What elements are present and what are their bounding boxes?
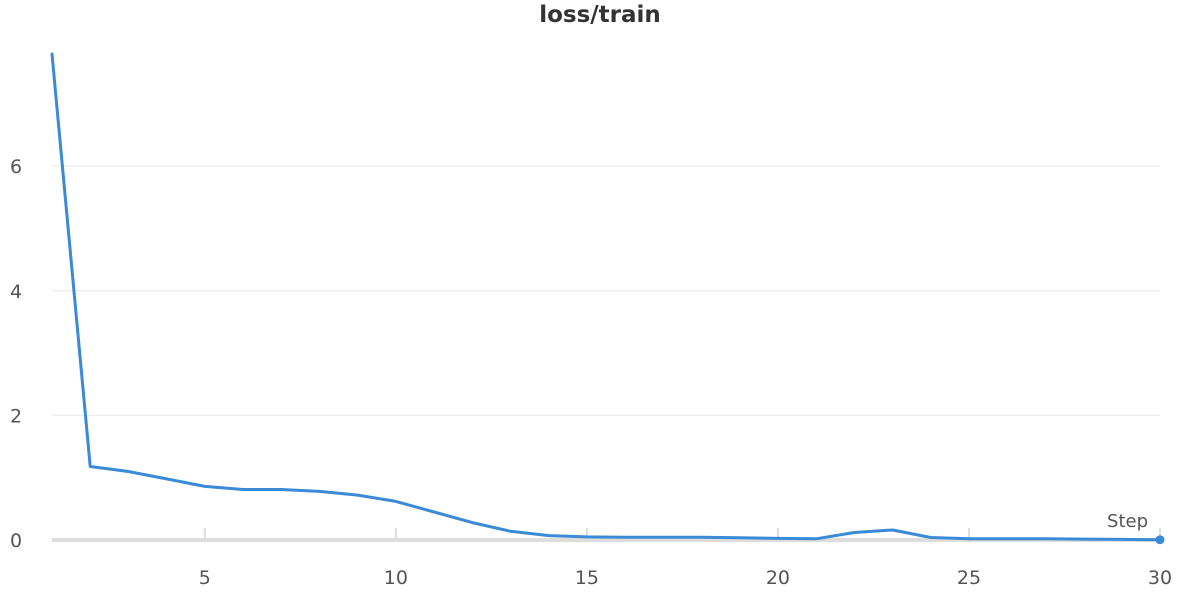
data-point [280, 488, 282, 490]
data-point [242, 488, 244, 490]
x-axis-title: Step [1107, 511, 1148, 532]
data-point [1082, 538, 1084, 540]
data-point [51, 53, 53, 55]
data-point [471, 521, 473, 523]
data-point [395, 500, 397, 502]
data-point [930, 536, 932, 538]
grid-lines [52, 165, 1160, 416]
data-point [509, 530, 511, 532]
y-tick-label: 0 [10, 530, 22, 552]
data-point [662, 536, 664, 538]
series-layer [50, 52, 1165, 545]
x-axis: 5 10 15 20 25 30 [52, 528, 1172, 589]
last-point-marker [1155, 535, 1165, 545]
data-point [204, 485, 206, 487]
data-point [586, 536, 588, 538]
x-tick-label: 30 [1148, 567, 1172, 589]
data-point [547, 534, 549, 536]
data-point [853, 531, 855, 533]
data-point [318, 490, 320, 492]
data-point [165, 478, 167, 480]
x-tick-label: 15 [575, 567, 599, 589]
data-point [1006, 538, 1008, 540]
data-point [700, 536, 702, 538]
data-point [624, 536, 626, 538]
data-point [1121, 538, 1123, 540]
y-tick-label: 4 [10, 281, 22, 303]
data-point [356, 494, 358, 496]
x-tick-label: 10 [384, 567, 408, 589]
data-point [739, 537, 741, 539]
data-point [815, 538, 817, 540]
chart-title: loss/train [539, 2, 661, 28]
data-point [127, 470, 129, 472]
y-tick-label: 6 [10, 156, 22, 178]
data-point [891, 529, 893, 531]
data-point [89, 465, 91, 467]
x-tick-label: 25 [957, 567, 981, 589]
series-line [50, 52, 1162, 542]
x-tick-label: 20 [766, 567, 790, 589]
y-axis: 0 2 4 6 [10, 156, 22, 552]
data-point [433, 511, 435, 513]
data-point [1044, 538, 1046, 540]
data-point [777, 537, 779, 539]
y-tick-label: 2 [10, 405, 22, 427]
x-tick-label: 5 [199, 567, 211, 589]
data-point [968, 538, 970, 540]
